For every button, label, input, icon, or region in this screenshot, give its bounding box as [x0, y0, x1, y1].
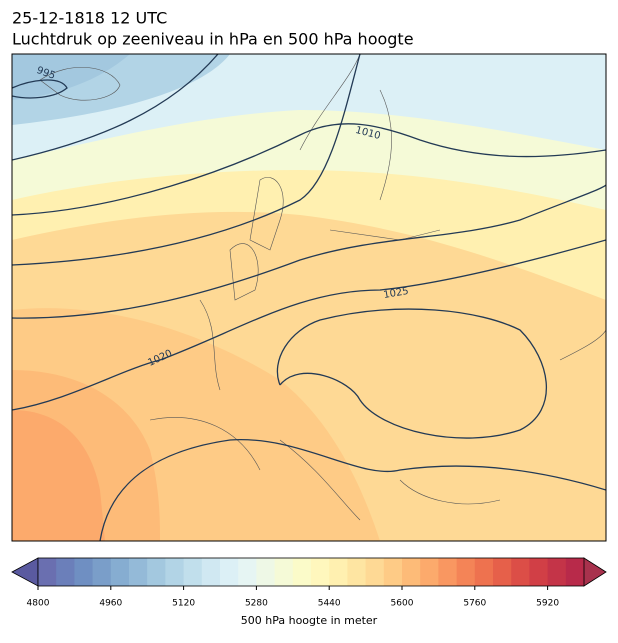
- colorbar-segment: [456, 558, 476, 586]
- colorbar-segment: [74, 558, 94, 586]
- colorbar-segment: [511, 558, 530, 586]
- colorbar-segment: [438, 558, 458, 586]
- contour-line: [99, 439, 606, 541]
- colorbar-extend-high: [583, 557, 607, 587]
- contour-line: [12, 79, 68, 99]
- colorbar-tick-label: 5280: [245, 599, 268, 609]
- contour-line: [276, 308, 547, 439]
- colorbar-segment: [274, 558, 294, 586]
- colorbar-segment: [383, 558, 403, 586]
- subtitle: Luchtdruk op zeeniveau in hPa en 500 hPa…: [12, 30, 414, 49]
- contour-line: [12, 54, 361, 266]
- colorbar-tick-label: 5920: [536, 599, 559, 609]
- colorbar-segment: [402, 558, 421, 586]
- colorbar-frame: [37, 557, 585, 587]
- contour-label: 1025: [383, 286, 410, 301]
- colorbar-tick-label: 5760: [463, 599, 486, 609]
- colorbar-tick-label: 4960: [99, 599, 122, 609]
- colorbar-segment: [220, 558, 239, 586]
- colorbar-segment: [56, 558, 75, 586]
- colorbar-segment: [311, 558, 330, 586]
- colorbar-segment: [529, 558, 549, 586]
- title: 25-12-1818 12 UTC: [12, 9, 167, 28]
- colorbar-segment: [110, 558, 130, 586]
- colorbar-segment: [238, 558, 257, 586]
- colorbar-segment: [92, 558, 112, 586]
- colorbar-tick-label: 5440: [318, 599, 341, 609]
- colorbar-segment: [147, 558, 166, 586]
- colorbar-segment: [347, 558, 367, 586]
- colorbar-segment: [183, 558, 203, 586]
- colorbar-tick-label: 4800: [27, 599, 50, 609]
- map: 995 1010 1025 1020: [12, 54, 606, 541]
- colorbar-segment: [420, 558, 439, 586]
- colorbar-segment: [292, 558, 312, 586]
- colorbar-segment: [165, 558, 185, 586]
- colorbar-segment: [493, 558, 512, 586]
- colorbar-segment: [565, 558, 585, 586]
- colorbar-tick-label: 5120: [172, 599, 195, 609]
- colorbar-segment: [365, 558, 385, 586]
- colorbar-segment: [256, 558, 276, 586]
- colorbar-segment: [38, 558, 57, 586]
- contour-line: [12, 123, 606, 216]
- colorbar: 4800 4960 5120 5280 5440 5600 5760 5920: [27, 557, 585, 609]
- contour-line: [12, 54, 219, 161]
- colorbar-label: 500 hPa hoogte in meter: [241, 614, 378, 627]
- colorbar-segment: [547, 558, 567, 586]
- contour-line: [12, 239, 606, 411]
- colorbar-extend-low: [11, 557, 39, 587]
- colorbar-tick-label: 5600: [391, 599, 414, 609]
- map-frame: [11, 53, 607, 542]
- colorbar-segment: [201, 558, 221, 586]
- contour-line: [12, 184, 606, 319]
- colorbar-segment: [474, 558, 494, 586]
- colorbar-segment: [129, 558, 148, 586]
- coastline: [39, 54, 606, 521]
- colorbar-segment: [329, 558, 348, 586]
